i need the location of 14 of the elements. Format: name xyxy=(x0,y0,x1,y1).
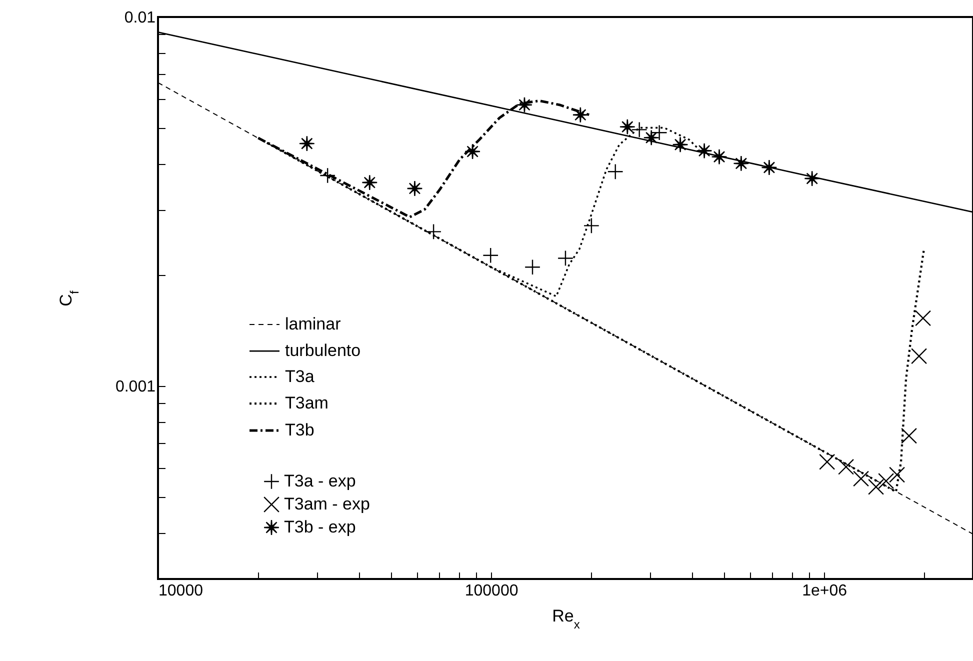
legend-label: turbulento xyxy=(285,341,361,360)
legend-label: T3a xyxy=(285,367,315,386)
x-axis-title: Re$_{x}$ xyxy=(552,606,580,632)
x-tick-label: 1e+06 xyxy=(802,582,848,600)
y-tick-label: 0.01 xyxy=(124,10,156,26)
x-tick-label: 10000 xyxy=(158,582,204,600)
legend-label: T3am xyxy=(285,394,328,412)
legend-label: T3b xyxy=(285,420,314,440)
legend-label: T3am - exp xyxy=(284,494,370,514)
y-tick-label: 0.001 xyxy=(115,378,156,396)
legend-label: T3a - exp xyxy=(284,472,356,490)
x-tick-label: 100000 xyxy=(464,582,518,600)
legend-label: laminar xyxy=(285,314,342,334)
legend-label: T3b - exp xyxy=(284,518,356,536)
